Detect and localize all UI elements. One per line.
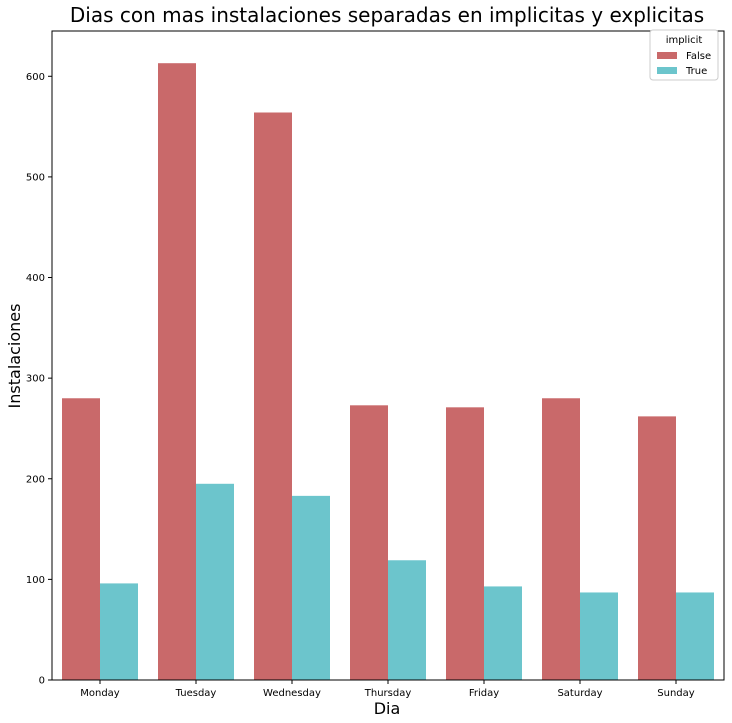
bar-friday-true <box>484 586 522 680</box>
x-tick-label: Thursday <box>364 688 412 699</box>
x-tick-label: Wednesday <box>263 688 321 699</box>
y-tick-label: 100 <box>26 575 45 586</box>
bar-tuesday-false <box>158 63 196 681</box>
y-tick-label: 500 <box>26 172 45 183</box>
legend-swatch-false <box>657 52 677 59</box>
y-axis-label: Instalaciones <box>5 304 24 409</box>
bar-monday-false <box>62 398 100 680</box>
bar-saturday-true <box>580 592 618 680</box>
bar-wednesday-false <box>254 112 292 681</box>
y-tick-label: 300 <box>26 374 45 385</box>
bar-thursday-false <box>350 405 388 680</box>
bar-tuesday-true <box>196 483 234 680</box>
bars-group <box>62 63 714 681</box>
bar-friday-false <box>446 407 484 680</box>
bar-wednesday-true <box>292 495 330 680</box>
y-axis-ticks: 0 100 200 300 400 500 600 <box>26 72 52 687</box>
y-tick-label: 400 <box>26 273 45 284</box>
bar-sunday-false <box>638 416 676 680</box>
y-tick-label: 200 <box>26 474 45 485</box>
plot-frame <box>51 30 725 681</box>
x-tick-label: Monday <box>80 688 120 699</box>
x-tick-label: Sunday <box>657 688 694 699</box>
x-tick-label: Tuesday <box>175 688 217 699</box>
y-tick-label: 600 <box>26 72 45 83</box>
bar-thursday-true <box>388 560 426 680</box>
bar-sunday-true <box>676 592 714 680</box>
x-axis-ticks: Monday Tuesday Wednesday Thursday Friday Satu… <box>80 680 695 699</box>
x-axis-label: Dia <box>374 699 401 718</box>
x-tick-label: Saturday <box>557 688 602 699</box>
x-tick-label: Friday <box>469 688 499 699</box>
legend-title: implicit <box>666 35 703 46</box>
legend-swatch-true <box>657 67 677 74</box>
y-tick-label: 0 <box>39 676 45 687</box>
chart-title: Dias con mas instalaciones separadas en … <box>70 3 704 27</box>
legend-label-true: True <box>685 66 707 77</box>
bar-monday-true <box>100 583 138 680</box>
legend-label-false: False <box>686 51 711 62</box>
legend: implicit False True <box>649 29 719 81</box>
bar-saturday-false <box>542 398 580 680</box>
